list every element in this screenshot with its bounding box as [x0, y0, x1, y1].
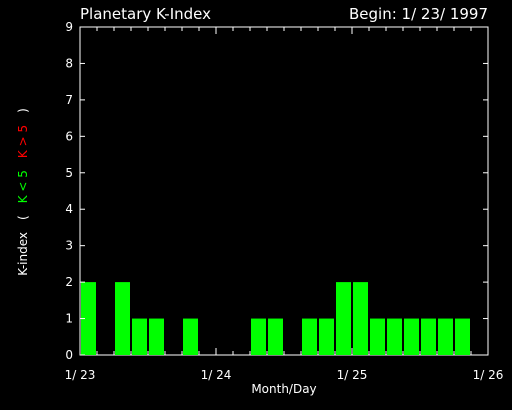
y-tick-label: 5 — [65, 166, 73, 180]
kindex-bar — [302, 318, 317, 355]
y-axis-label: K-index ( K < 5 K > 5 ) — [16, 108, 30, 276]
x-axis: 1/ 23 1/ 24 1/ 25 1/ 26 — [65, 27, 504, 382]
kindex-bar — [353, 282, 368, 355]
kindex-bar — [81, 282, 96, 355]
begin-date-label: Begin: 1/ 23/ 1997 — [349, 5, 488, 23]
y-tick-label: 0 — [65, 348, 73, 362]
kindex-bar — [438, 318, 453, 355]
y-axis-label-part: ( — [16, 215, 30, 232]
y-tick-label: 6 — [65, 129, 73, 143]
y-tick-label: 2 — [65, 275, 73, 289]
kindex-bar — [387, 318, 402, 355]
kindex-bar — [183, 318, 198, 355]
kindex-bar — [132, 318, 147, 355]
y-tick-label: 3 — [65, 239, 73, 253]
x-tick-label: 1/ 25 — [337, 368, 368, 382]
x-tick-label: 1/ 24 — [201, 368, 232, 382]
x-axis-label: Month/Day — [251, 382, 316, 396]
y-tick-label: 7 — [65, 93, 73, 107]
y-tick-label: 8 — [65, 56, 73, 70]
y-axis-label-part: K > 5 — [16, 125, 30, 170]
kindex-bar — [149, 318, 164, 355]
kindex-bar — [404, 318, 419, 355]
kindex-bar — [336, 282, 351, 355]
y-tick-label: 9 — [65, 20, 73, 34]
kindex-bar — [115, 282, 130, 355]
y-axis: 0 1 2 3 4 5 6 7 8 9 — [65, 20, 488, 362]
y-axis-label-part: K < 5 — [16, 170, 30, 215]
kindex-bar — [268, 318, 283, 355]
kindex-bar — [370, 318, 385, 355]
kindex-bar — [319, 318, 334, 355]
plot-frame — [79, 26, 489, 356]
x-tick-label: 1/ 23 — [65, 368, 96, 382]
kindex-bar — [251, 318, 266, 355]
bar-group — [81, 282, 470, 355]
chart-title: Planetary K-Index — [80, 5, 211, 23]
kindex-bar — [421, 318, 436, 355]
x-tick-label: 1/ 26 — [473, 368, 504, 382]
y-tick-label: 4 — [65, 202, 73, 216]
kindex-bar — [455, 318, 470, 355]
y-tick-label: 1 — [65, 312, 73, 326]
y-axis-label-part: K-index — [16, 232, 30, 276]
y-axis-label-part: ) — [16, 108, 30, 125]
